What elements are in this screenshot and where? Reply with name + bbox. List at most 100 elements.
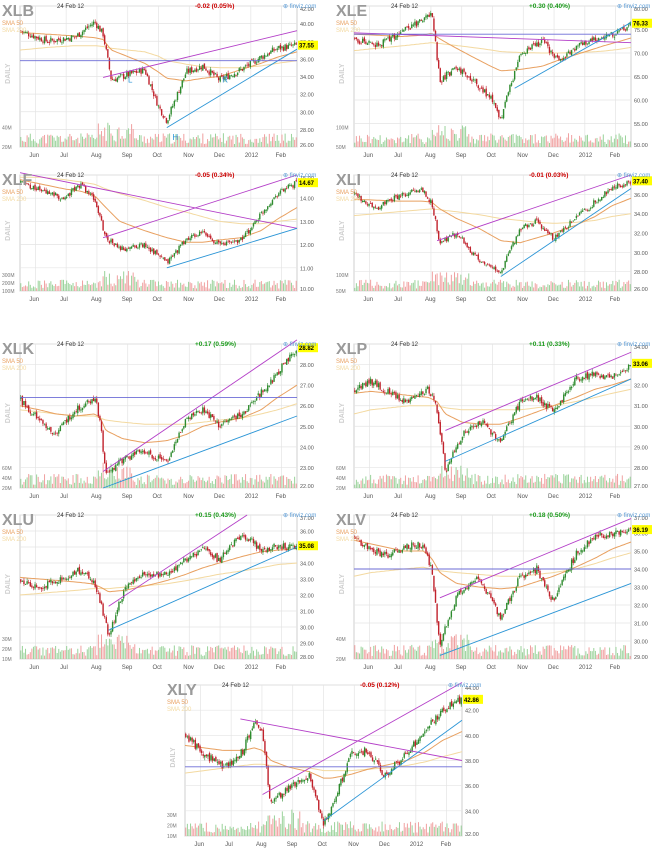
candle-body bbox=[523, 224, 525, 229]
candle-body bbox=[233, 539, 236, 546]
volume-bar bbox=[45, 143, 47, 147]
volume-bar bbox=[602, 649, 604, 659]
candle-body bbox=[154, 250, 157, 254]
volume-bar bbox=[482, 140, 484, 147]
volume-bar bbox=[32, 484, 34, 488]
volume-bar bbox=[376, 281, 378, 291]
candle-body bbox=[272, 802, 274, 804]
candle-body bbox=[290, 44, 293, 46]
volume-bar bbox=[412, 282, 414, 291]
candle-body bbox=[118, 601, 120, 611]
y-tick-label: 10.00 bbox=[300, 287, 314, 293]
x-tick-label: Jun bbox=[29, 494, 39, 500]
candle-body bbox=[148, 247, 150, 249]
candle-body bbox=[299, 780, 301, 783]
x-tick-label: Aug bbox=[425, 665, 436, 671]
candle-body bbox=[555, 56, 557, 58]
candle-body bbox=[529, 47, 532, 50]
volume-bar bbox=[96, 478, 98, 488]
candle-body bbox=[115, 464, 117, 471]
candle-body bbox=[262, 549, 264, 553]
volume-bar bbox=[374, 285, 376, 291]
volume-bar bbox=[493, 482, 495, 488]
candle-body bbox=[567, 391, 570, 393]
candle-body bbox=[433, 208, 435, 216]
volume-bar bbox=[172, 484, 174, 488]
candle-body bbox=[80, 572, 82, 575]
volume-bar bbox=[271, 285, 273, 291]
volume-bar bbox=[226, 829, 228, 836]
volume-bar bbox=[257, 142, 259, 147]
candle-body bbox=[418, 19, 421, 22]
volume-bar bbox=[552, 475, 554, 488]
y-tick-label: 29.00 bbox=[300, 642, 314, 648]
candle-body bbox=[246, 411, 248, 412]
candle-body bbox=[597, 37, 600, 41]
volume-bar bbox=[425, 655, 427, 659]
volume-bar bbox=[270, 141, 272, 147]
candle-body bbox=[365, 41, 367, 44]
candle-body bbox=[122, 459, 125, 464]
volume-bar bbox=[175, 283, 177, 291]
candle-body bbox=[528, 399, 530, 401]
volume-bar bbox=[276, 135, 278, 147]
volume-bar bbox=[140, 135, 142, 147]
volume-bar bbox=[302, 823, 304, 836]
candle-body bbox=[213, 555, 215, 559]
candle-body bbox=[145, 452, 147, 454]
volume-bar bbox=[514, 142, 516, 147]
volume-bar bbox=[195, 288, 197, 291]
volume-bar bbox=[446, 470, 448, 488]
candle-body bbox=[97, 402, 100, 417]
volume-bar bbox=[379, 831, 381, 836]
volume-bar bbox=[218, 139, 220, 147]
volume-bar bbox=[545, 645, 547, 659]
volume-bar bbox=[438, 125, 440, 147]
volume-bar bbox=[364, 823, 366, 836]
candle-body bbox=[426, 197, 429, 199]
candle-body bbox=[428, 14, 430, 17]
candle-body bbox=[73, 570, 76, 575]
volume-bar bbox=[476, 139, 478, 147]
candle-body bbox=[615, 374, 617, 376]
volume-bar bbox=[173, 141, 175, 147]
candle-body bbox=[102, 28, 104, 37]
candle-body bbox=[586, 210, 589, 212]
x-tick-label: Oct bbox=[153, 153, 163, 159]
volume-bar bbox=[389, 824, 391, 836]
y-tick-label: 44.00 bbox=[465, 686, 479, 692]
volume-bar bbox=[485, 141, 487, 147]
volume-bar bbox=[294, 651, 296, 659]
volume-bar bbox=[485, 282, 487, 291]
volume-bar bbox=[381, 821, 383, 836]
candle-body bbox=[189, 68, 191, 73]
volume-bar bbox=[381, 478, 383, 488]
volume-bar bbox=[574, 645, 576, 659]
volume-bar bbox=[188, 655, 190, 659]
y-tick-label: 28.00 bbox=[300, 128, 314, 134]
candle-body bbox=[159, 255, 161, 257]
candle-body bbox=[274, 49, 277, 51]
candle-body bbox=[235, 756, 238, 762]
volume-bar bbox=[458, 283, 460, 291]
volume-bar bbox=[154, 281, 156, 291]
volume-bar bbox=[50, 281, 52, 291]
candle-body bbox=[434, 216, 437, 220]
volume-bar bbox=[169, 480, 171, 488]
volume-bar bbox=[512, 285, 514, 291]
volume-bar bbox=[613, 482, 615, 488]
candle-body bbox=[179, 562, 182, 564]
volume-bar bbox=[389, 283, 391, 291]
sma200-legend: SMA 200 bbox=[336, 28, 361, 34]
candle-body bbox=[81, 182, 84, 185]
volume-bar bbox=[252, 283, 254, 291]
volume-bar bbox=[207, 646, 209, 659]
candle-body bbox=[281, 46, 283, 49]
candle-body bbox=[151, 83, 153, 91]
volume-bar bbox=[526, 649, 528, 659]
volume-bar bbox=[289, 478, 291, 488]
volume-bar bbox=[593, 648, 595, 659]
candle-body bbox=[210, 414, 212, 418]
candle-body bbox=[222, 76, 225, 80]
volume-bar bbox=[102, 646, 104, 659]
